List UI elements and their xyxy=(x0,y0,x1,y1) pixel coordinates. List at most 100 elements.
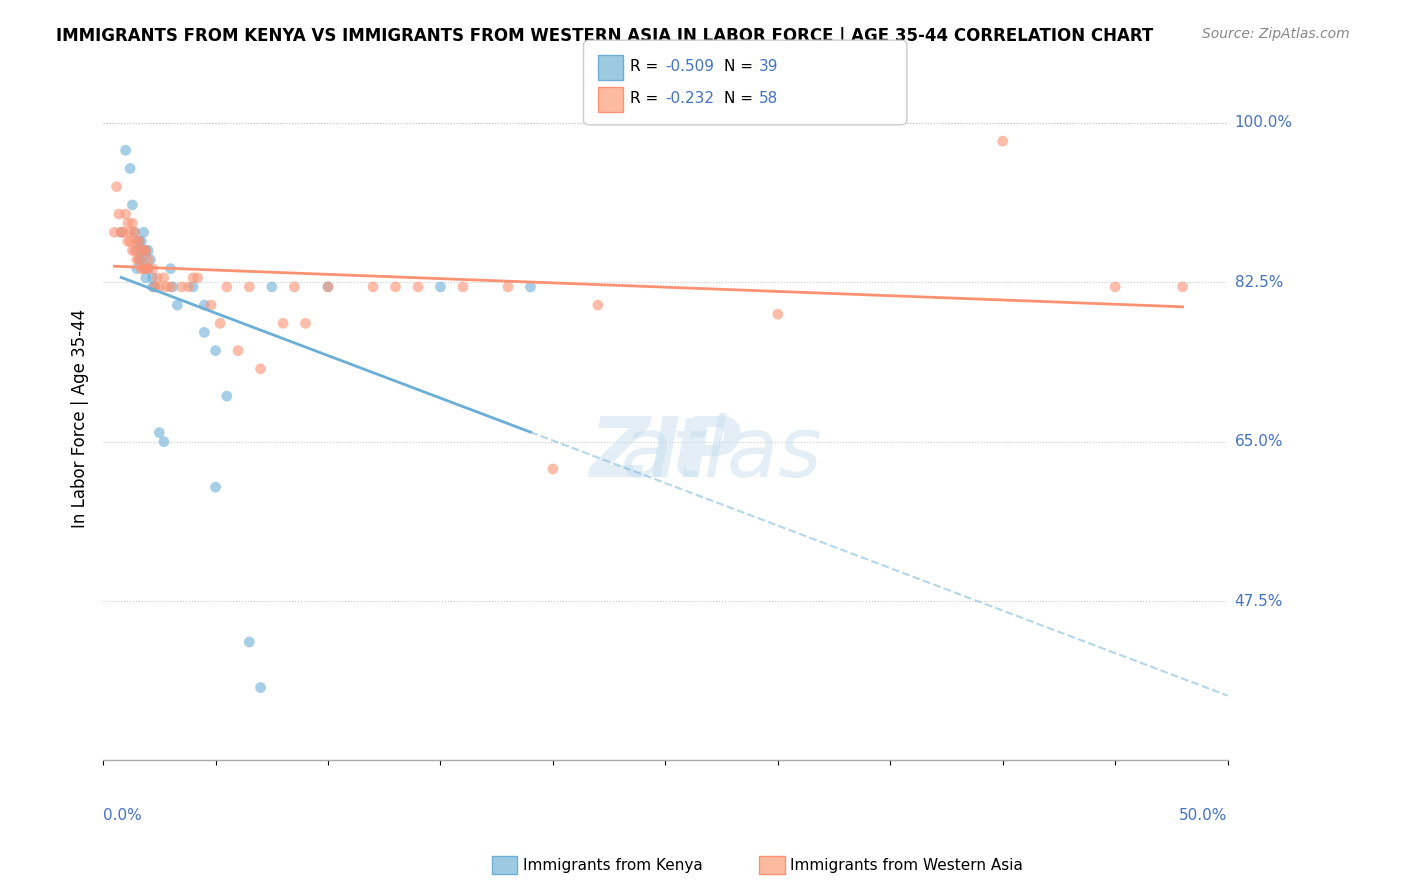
Point xyxy=(170,280,193,294)
Point xyxy=(586,298,609,312)
Point xyxy=(215,389,238,403)
Point xyxy=(142,270,165,285)
Point xyxy=(117,235,139,249)
Point xyxy=(209,316,232,330)
Point xyxy=(117,216,139,230)
Point xyxy=(128,252,150,267)
Point xyxy=(136,261,159,276)
Point xyxy=(120,225,142,239)
Point xyxy=(143,280,166,294)
Point xyxy=(519,280,541,294)
Point xyxy=(124,244,146,258)
Point xyxy=(271,316,294,330)
Point xyxy=(142,261,165,276)
Point xyxy=(148,425,170,440)
Point xyxy=(316,280,339,294)
Text: Immigrants from Kenya: Immigrants from Kenya xyxy=(523,858,703,872)
Point xyxy=(125,252,148,267)
Point xyxy=(143,280,166,294)
Point xyxy=(181,280,204,294)
Point xyxy=(124,225,146,239)
Text: N =: N = xyxy=(724,60,758,74)
Point xyxy=(131,261,153,276)
Point xyxy=(125,261,148,276)
Point xyxy=(139,252,162,267)
Point xyxy=(153,270,176,285)
Point xyxy=(226,343,249,358)
Point xyxy=(112,225,135,239)
Text: 65.0%: 65.0% xyxy=(1234,434,1284,450)
Point xyxy=(146,270,169,285)
Point xyxy=(114,143,136,157)
Text: ZIP: ZIP xyxy=(589,413,742,493)
Point xyxy=(131,244,153,258)
Text: R =: R = xyxy=(630,60,664,74)
Point xyxy=(1171,280,1194,294)
Point xyxy=(103,225,125,239)
Point xyxy=(166,298,188,312)
Point xyxy=(177,280,200,294)
Point xyxy=(131,252,153,267)
Point xyxy=(121,216,143,230)
Text: 100.0%: 100.0% xyxy=(1234,115,1292,130)
Text: Source: ZipAtlas.com: Source: ZipAtlas.com xyxy=(1202,27,1350,41)
Text: atlas: atlas xyxy=(621,413,823,493)
Text: -0.509: -0.509 xyxy=(665,60,714,74)
Text: -0.232: -0.232 xyxy=(665,91,714,105)
Point xyxy=(114,207,136,221)
Point xyxy=(204,480,226,494)
Point xyxy=(136,252,159,267)
Point xyxy=(135,244,157,258)
Text: 47.5%: 47.5% xyxy=(1234,593,1282,608)
Point xyxy=(121,244,143,258)
Point xyxy=(294,316,316,330)
Text: 82.5%: 82.5% xyxy=(1234,275,1282,290)
Point xyxy=(541,462,564,476)
Point xyxy=(249,681,271,695)
Point xyxy=(128,235,150,249)
Point xyxy=(120,235,142,249)
Point xyxy=(132,261,155,276)
Point xyxy=(132,244,155,258)
Text: 58: 58 xyxy=(759,91,779,105)
Point xyxy=(135,244,157,258)
Point xyxy=(110,225,132,239)
Point xyxy=(451,280,474,294)
Point xyxy=(429,280,451,294)
Point xyxy=(148,280,170,294)
Point xyxy=(132,225,155,239)
Point xyxy=(159,261,181,276)
Point xyxy=(406,280,429,294)
Point xyxy=(105,179,128,194)
Point xyxy=(136,244,159,258)
Point xyxy=(128,235,150,249)
Point xyxy=(496,280,519,294)
Point xyxy=(159,280,181,294)
Point xyxy=(181,270,204,285)
Point xyxy=(316,280,339,294)
Point xyxy=(124,225,146,239)
Text: 0.0%: 0.0% xyxy=(103,808,142,823)
Point xyxy=(283,280,305,294)
Point xyxy=(204,343,226,358)
Point xyxy=(132,244,155,258)
Point xyxy=(193,298,215,312)
Point xyxy=(135,261,157,276)
Text: R =: R = xyxy=(630,91,664,105)
Point xyxy=(125,244,148,258)
Text: Immigrants from Western Asia: Immigrants from Western Asia xyxy=(790,858,1024,872)
Point xyxy=(142,280,165,294)
Point xyxy=(361,280,384,294)
Point xyxy=(238,280,260,294)
Point xyxy=(128,252,150,267)
Point xyxy=(136,261,159,276)
Point xyxy=(1104,280,1126,294)
Point xyxy=(187,270,209,285)
Point xyxy=(121,198,143,212)
Point xyxy=(135,270,157,285)
Point xyxy=(120,161,142,176)
Point xyxy=(384,280,406,294)
Text: IMMIGRANTS FROM KENYA VS IMMIGRANTS FROM WESTERN ASIA IN LABOR FORCE | AGE 35-44: IMMIGRANTS FROM KENYA VS IMMIGRANTS FROM… xyxy=(56,27,1153,45)
Text: 50.0%: 50.0% xyxy=(1180,808,1227,823)
Point xyxy=(110,225,132,239)
